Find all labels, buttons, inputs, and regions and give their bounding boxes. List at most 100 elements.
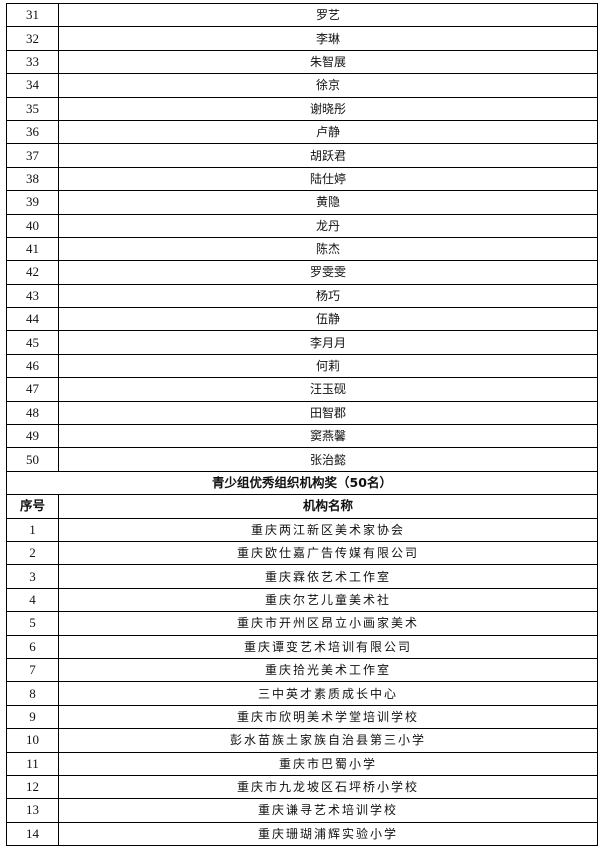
row-name: 重庆欧仕嘉广告传媒有限公司: [58, 540, 598, 566]
row-name: 罗雯雯: [58, 260, 598, 285]
section-title-row: 青少组优秀组织机构奖（50名）: [6, 470, 598, 496]
row-name: 陆仕婷: [58, 166, 598, 192]
row-name: 窦燕馨: [58, 424, 598, 449]
row-name: 伍静: [58, 307, 598, 332]
row-name: 重庆市巴蜀小学: [58, 751, 598, 776]
table-row: 41 陈杰: [6, 236, 598, 262]
row-number: 1: [6, 517, 59, 542]
table-row: 9 重庆市欣明美术学堂培训学校: [6, 704, 598, 730]
row-name: 何莉: [58, 353, 598, 379]
row-name: 重庆两江新区美术家协会: [58, 517, 598, 542]
table-row: 31 罗艺: [6, 2, 598, 28]
table-row: 48 田智郡: [6, 400, 598, 426]
row-name: 重庆市欣明美术学堂培训学校: [58, 704, 598, 730]
row-name: 张治懿: [58, 447, 598, 472]
row-name: 重庆拾光美术工作室: [58, 657, 598, 683]
row-name: 卢静: [58, 119, 598, 145]
table-row: 36 卢静: [6, 119, 598, 145]
awards-table: 31 罗艺 32 李琳 33 朱智展 34 徐京 35 谢晓彤 36 卢静 37 胡跃君 38 陆仕婷 39 黄隐…: [6, 2, 598, 847]
row-name: 谢晓彤: [58, 96, 598, 121]
row-number: 39: [6, 190, 59, 215]
row-number: 10: [6, 728, 59, 753]
row-name: 徐京: [58, 73, 598, 98]
row-name: 杨巧: [58, 283, 598, 309]
table-row: 12 重庆市九龙坡区石坪桥小学校: [6, 774, 598, 800]
row-name: 李琳: [58, 26, 598, 51]
row-number: 14: [6, 821, 59, 847]
table-row: 1 重庆两江新区美术家协会: [6, 517, 598, 542]
row-number: 31: [6, 2, 59, 28]
row-number: 47: [6, 377, 59, 402]
row-number: 49: [6, 424, 59, 449]
table-row: 46 何莉: [6, 353, 598, 379]
row-name: 龙丹: [58, 213, 598, 238]
table-row: 33 朱智展: [6, 49, 598, 75]
table-row: 34 徐京: [6, 73, 598, 98]
table-row: 11 重庆市巴蜀小学: [6, 751, 598, 776]
row-number: 32: [6, 26, 59, 51]
row-name: 重庆谭变艺术培训有限公司: [58, 634, 598, 659]
table-row: 10 彭水苗族土家族自治县第三小学: [6, 728, 598, 753]
table-row: 4 重庆尔艺儿童美术社: [6, 587, 598, 613]
row-number: 41: [6, 236, 59, 262]
row-name: 重庆珊瑚浦辉实验小学: [58, 821, 598, 847]
table-row: 47 汪玉砚: [6, 377, 598, 402]
table-row: 40 龙丹: [6, 213, 598, 238]
row-name: 胡跃君: [58, 143, 598, 168]
row-name: 重庆市开州区昂立小画家美术: [58, 611, 598, 636]
table-row: 45 李月月: [6, 330, 598, 355]
table-row: 50 张治懿: [6, 447, 598, 472]
table-row: 14 重庆珊瑚浦辉实验小学: [6, 821, 598, 847]
row-number: 11: [6, 751, 59, 776]
row-name: 黄隐: [58, 190, 598, 215]
row-name: 彭水苗族土家族自治县第三小学: [58, 728, 598, 753]
row-number: 35: [6, 96, 59, 121]
row-name: 重庆谦寻艺术培训学校: [58, 798, 598, 823]
table-row: 42 罗雯雯: [6, 260, 598, 285]
row-name: 重庆市九龙坡区石坪桥小学校: [58, 774, 598, 800]
table-row: 32 李琳: [6, 26, 598, 51]
row-number: 38: [6, 166, 59, 192]
row-number: 40: [6, 213, 59, 238]
row-number: 5: [6, 611, 59, 636]
row-number: 9: [6, 704, 59, 730]
row-number: 48: [6, 400, 59, 426]
table-row: 2 重庆欧仕嘉广告传媒有限公司: [6, 540, 598, 566]
column-header-row: 序号 机构名称: [6, 494, 598, 519]
row-name: 李月月: [58, 330, 598, 355]
row-name: 朱智展: [58, 49, 598, 75]
row-number: 2: [6, 540, 59, 566]
row-number: 3: [6, 564, 59, 589]
table-row: 39 黄隐: [6, 190, 598, 215]
row-number: 36: [6, 119, 59, 145]
row-number: 37: [6, 143, 59, 168]
row-number: 33: [6, 49, 59, 75]
row-name: 田智郡: [58, 400, 598, 426]
row-name: 重庆尔艺儿童美术社: [58, 587, 598, 613]
row-number: 6: [6, 634, 59, 659]
awards-table-body: 31 罗艺 32 李琳 33 朱智展 34 徐京 35 谢晓彤 36 卢静 37 胡跃君 38 陆仕婷 39 黄隐…: [6, 2, 598, 847]
table-row: 3 重庆霖依艺术工作室: [6, 564, 598, 589]
table-row: 49 窦燕馨: [6, 424, 598, 449]
table-row: 7 重庆拾光美术工作室: [6, 657, 598, 683]
row-number: 42: [6, 260, 59, 285]
column-header-number: 序号: [6, 494, 59, 519]
row-number: 44: [6, 307, 59, 332]
table-row: 38 陆仕婷: [6, 166, 598, 192]
table-row: 43 杨巧: [6, 283, 598, 309]
row-number: 50: [6, 447, 59, 472]
table-row: 35 谢晓彤: [6, 96, 598, 121]
row-number: 45: [6, 330, 59, 355]
section-title: 青少组优秀组织机构奖（50名）: [6, 470, 598, 496]
table-row: 6 重庆谭变艺术培训有限公司: [6, 634, 598, 659]
table-row: 37 胡跃君: [6, 143, 598, 168]
row-number: 12: [6, 774, 59, 800]
row-number: 46: [6, 353, 59, 379]
row-name: 罗艺: [58, 2, 598, 28]
table-row: 8 三中英才素质成长中心: [6, 681, 598, 706]
table-row: 44 伍静: [6, 307, 598, 332]
row-number: 43: [6, 283, 59, 309]
row-number: 4: [6, 587, 59, 613]
row-name: 重庆霖依艺术工作室: [58, 564, 598, 589]
row-number: 7: [6, 657, 59, 683]
